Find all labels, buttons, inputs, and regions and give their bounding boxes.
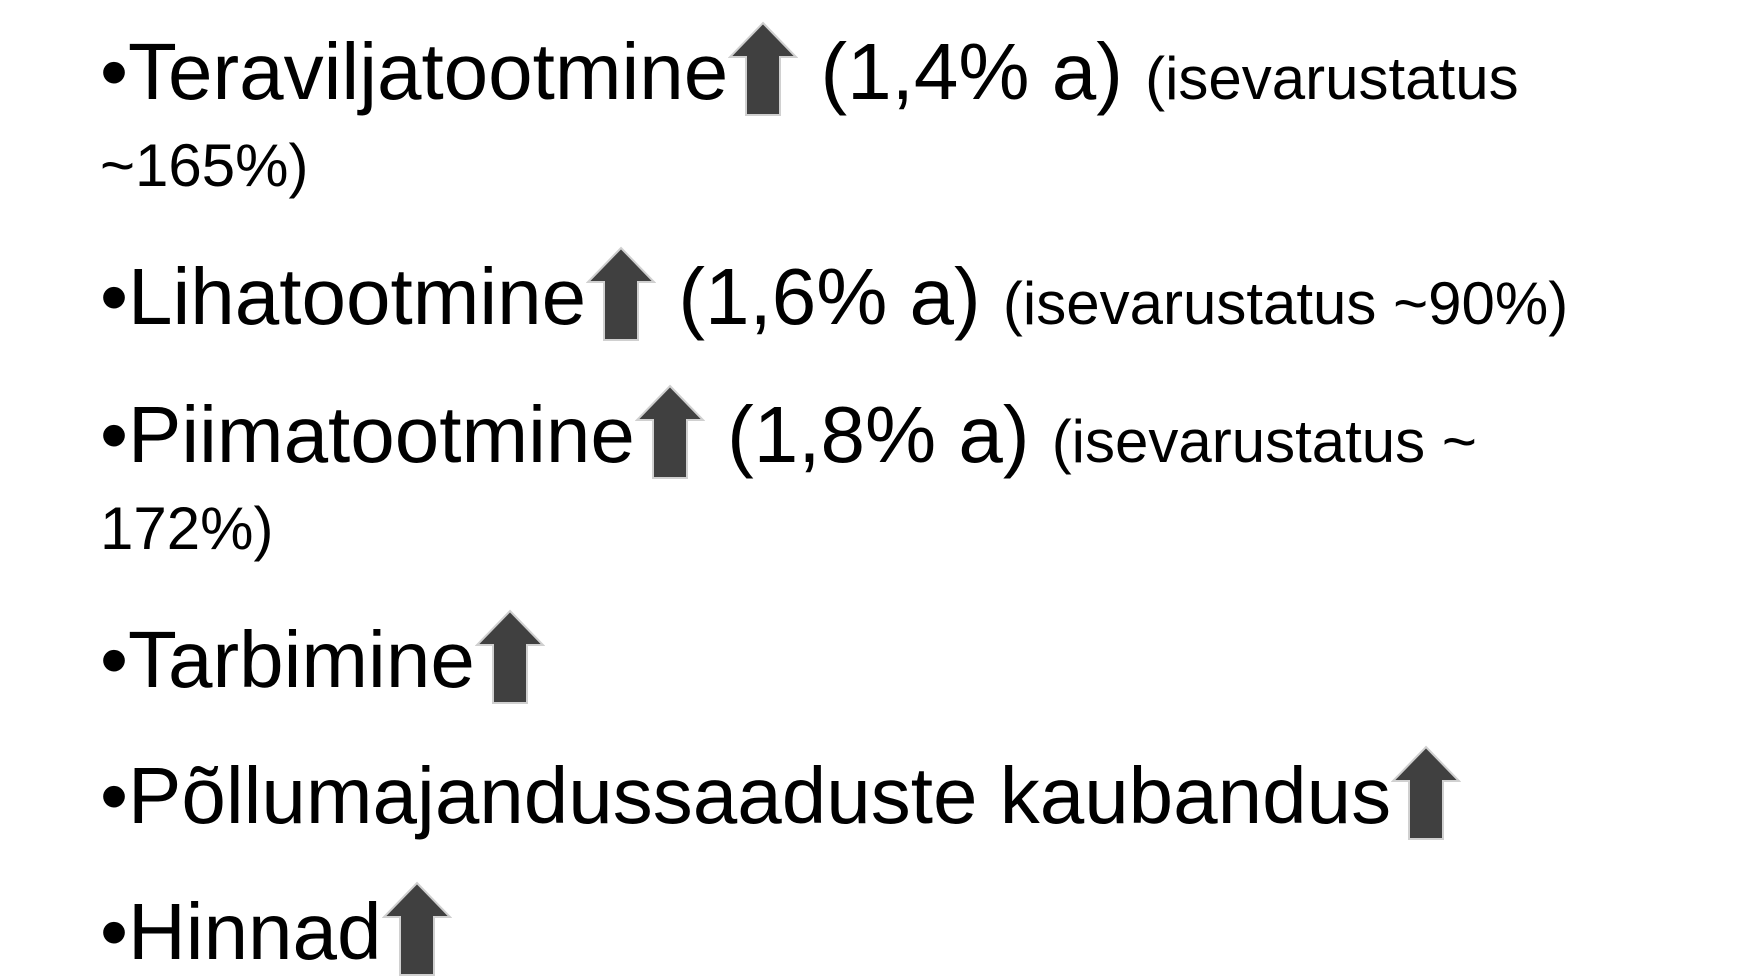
up-arrow [728, 21, 799, 116]
bullet-item: •Lihatootmine (1,6% a) (isevarustatus ~9… [0, 246, 1620, 344]
bullet: • [100, 887, 129, 976]
note: (isevarustatus ~ 172%) [100, 408, 1477, 562]
bullet: • [100, 615, 129, 704]
item-label: Teraviljatootmine [128, 27, 729, 116]
up-arrow [1391, 745, 1462, 840]
bullet-item: •Tarbimine [0, 609, 1620, 705]
bullet: • [100, 751, 129, 840]
item-label: Tarbimine [128, 615, 475, 704]
bullet-item: •Piimatootmine (1,8% a) (isevarustatus ~… [0, 384, 1620, 569]
note: (isevarustatus ~90%) [1002, 270, 1569, 337]
up-arrow [381, 881, 452, 976]
bullet: • [100, 252, 129, 341]
bullet-list: •Teraviljatootmine (1,4% a) (isevarustat… [0, 21, 1620, 977]
bullet: • [100, 390, 129, 479]
item-label: Piimatootmine [128, 390, 635, 479]
rate: (1,4% a) [820, 27, 1123, 116]
item-label: Lihatootmine [128, 252, 587, 341]
bullet: • [100, 27, 129, 116]
item-label: Põllumajandussaaduste kaubandus [128, 751, 1392, 840]
up-arrow [474, 609, 545, 704]
item-label: Hinnad [128, 887, 382, 976]
note: (isevarustatus ~165%) [100, 45, 1519, 199]
rate: (1,6% a) [678, 252, 981, 341]
bullet-item: •Teraviljatootmine (1,4% a) (isevarustat… [0, 21, 1620, 206]
bullet-item: •Hinnad [0, 881, 1620, 977]
bullet-item: •Põllumajandussaaduste kaubandus [0, 745, 1620, 841]
up-arrow [586, 246, 657, 341]
rate: (1,8% a) [727, 390, 1030, 479]
up-arrow [634, 384, 705, 479]
